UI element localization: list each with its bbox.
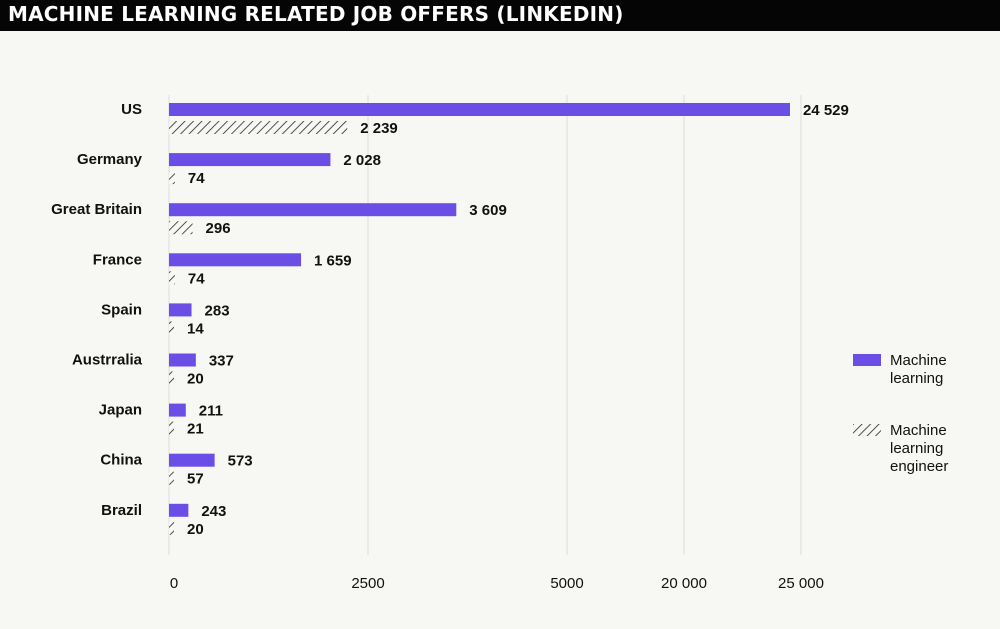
category-label: Great Britain [51, 201, 142, 218]
value-label-machine-learning: 1 659 [314, 252, 352, 269]
x-tick-label: 25 000 [778, 575, 824, 592]
value-label-engineer: 2 239 [360, 120, 398, 137]
bar-machine-learning-engineer [169, 221, 193, 235]
category-label: US [121, 101, 142, 118]
x-tick-label: 20 000 [661, 575, 707, 592]
value-label-machine-learning: 2 028 [343, 152, 381, 169]
value-label-machine-learning: 24 529 [803, 102, 849, 119]
x-tick-label: 2500 [351, 575, 384, 592]
value-label-engineer: 14 [187, 320, 204, 337]
bar-machine-learning-engineer [169, 421, 174, 435]
value-label-machine-learning: 573 [228, 453, 253, 470]
value-label-engineer: 57 [187, 471, 204, 488]
legend-swatch-machine-learning [853, 354, 881, 366]
value-label-machine-learning: 243 [201, 503, 226, 520]
bar-machine-learning-engineer [169, 521, 174, 535]
bar-machine-learning-engineer [169, 271, 175, 285]
bar-machine-learning [169, 153, 331, 167]
x-tick-label: 0 [170, 575, 178, 592]
category-label: Brazil [101, 502, 142, 519]
bar-machine-learning-engineer [169, 371, 174, 385]
bar-machine-learning [169, 403, 186, 417]
category-label: France [93, 251, 142, 268]
chart-title: MACHINE LEARNING RELATED JOB OFFERS (LIN… [8, 2, 624, 26]
value-label-engineer: 74 [188, 270, 205, 287]
value-label-machine-learning: 337 [209, 353, 234, 370]
bar-machine-learning [169, 503, 189, 517]
value-label-engineer: 21 [187, 421, 204, 438]
category-label: China [100, 452, 142, 469]
value-label-engineer: 74 [188, 170, 205, 187]
bars [169, 103, 790, 535]
category-label: Austrralia [72, 352, 143, 369]
bar-machine-learning-engineer [169, 321, 174, 335]
bar-machine-learning [169, 453, 215, 467]
category-label: Japan [99, 402, 142, 419]
bar-machine-learning [169, 203, 457, 217]
value-label-engineer: 20 [187, 521, 204, 538]
bar-machine-learning [169, 353, 196, 367]
category-label: Spain [101, 301, 142, 318]
value-label-machine-learning: 3 609 [469, 202, 507, 219]
bar-machine-learning [169, 253, 302, 267]
labels: 0 2500 5000 20 000 25 000 US 24 529 2 239 German… [51, 101, 849, 592]
bar-machine-learning [169, 103, 790, 116]
value-label-engineer: 296 [206, 220, 231, 237]
bar-machine-learning-engineer [169, 121, 348, 134]
title-bar: MACHINE LEARNING RELATED JOB OFFERS (LIN… [0, 0, 1000, 31]
bar-machine-learning [169, 303, 192, 317]
legend-label-machine-learning: Machine learning [890, 352, 947, 387]
value-label-machine-learning: 211 [199, 403, 223, 420]
value-label-engineer: 20 [187, 371, 204, 388]
legend-label-engineer: Machine learning engineer [890, 422, 949, 475]
bar-machine-learning-engineer [169, 471, 174, 485]
category-label: Germany [77, 151, 143, 168]
value-label-machine-learning: 283 [205, 302, 230, 319]
bar-machine-learning-engineer [169, 171, 175, 185]
legend-swatch-engineer [853, 424, 881, 436]
x-tick-label: 5000 [550, 575, 583, 592]
